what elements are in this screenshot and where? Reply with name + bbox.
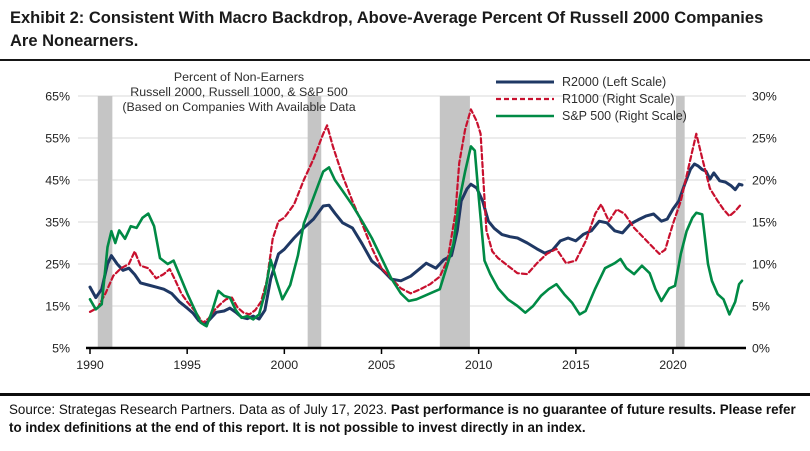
left-axis-label: 45% [45,173,70,187]
legend-item-2: S&P 500 (Right Scale) [496,108,687,125]
recession-band [675,95,685,348]
chart-subtitle-line1: Percent of Non-Earners [173,69,305,84]
chart-subtitle-line2: Russell 2000, Russell 1000, & S&P 500 [130,84,348,99]
x-tick-label: 1990 [76,358,104,372]
legend-label: R1000 (Right Scale) [562,92,675,107]
right-axis-label: 20% [752,173,777,187]
recession-band [307,95,322,348]
footer-divider [0,392,810,396]
chart-subtitle-line3: (Based on Companies With Available Data [122,100,356,115]
x-tick-label: 2000 [271,358,299,372]
x-tick-label: 2020 [659,358,687,372]
right-axis-label: 25% [752,131,777,145]
recession-band [439,95,470,348]
legend-item-1: R1000 (Right Scale) [496,91,687,108]
series-line-0 [88,162,744,327]
right-axis-label: 30% [752,89,777,103]
source-note: Source: Strategas Research Partners. Dat… [0,396,810,437]
left-axis-label: 5% [52,341,70,355]
right-axis-label: 10% [752,257,777,271]
legend-item-0: R2000 (Left Scale) [496,74,687,91]
legend-label: S&P 500 (Right Scale) [562,109,687,124]
legend-swatch-icon [496,80,554,84]
exhibit-title: Exhibit 2: Consistent With Macro Backdro… [10,9,764,51]
x-tick-label: 2005 [368,358,396,372]
left-axis-label: 35% [45,215,70,229]
disclaimer-text: Past performance is no guarantee of futu… [9,401,796,435]
series-line-1 [88,108,743,324]
series-line-2 [88,144,744,328]
right-axis-label: 0% [752,341,770,355]
x-tick-label: 1995 [173,358,201,372]
legend-label: R2000 (Left Scale) [562,75,667,90]
x-tick-label: 2015 [562,358,590,372]
left-axis-label: 55% [45,131,70,145]
chart-area: 1990 1995 2000 2005 2010 2015 2020 65% 55% 45% 35%… [0,61,810,391]
right-axis-label: 15% [752,215,777,229]
title-divider [0,58,810,61]
x-tick-label: 2010 [465,358,493,372]
right-axis-label: 5% [752,299,770,313]
source-text: Source: Strategas Research Partners. Dat… [9,401,391,417]
left-axis-label: 25% [45,257,70,271]
recession-band [97,95,113,348]
left-axis-label: 15% [45,299,70,313]
chart-subtitle: Percent of Non-Earners Russell 2000, Rus… [88,70,390,115]
legend-swatch-icon [496,98,554,101]
legend-swatch-icon [496,115,554,118]
left-axis-label: 65% [45,89,70,103]
nonearners-line-chart: 1990 1995 2000 2005 2010 2015 2020 65% 55% 45% 35%… [45,89,777,372]
chart-legend: R2000 (Left Scale) R1000 (Right Scale) S&P… [496,74,687,125]
